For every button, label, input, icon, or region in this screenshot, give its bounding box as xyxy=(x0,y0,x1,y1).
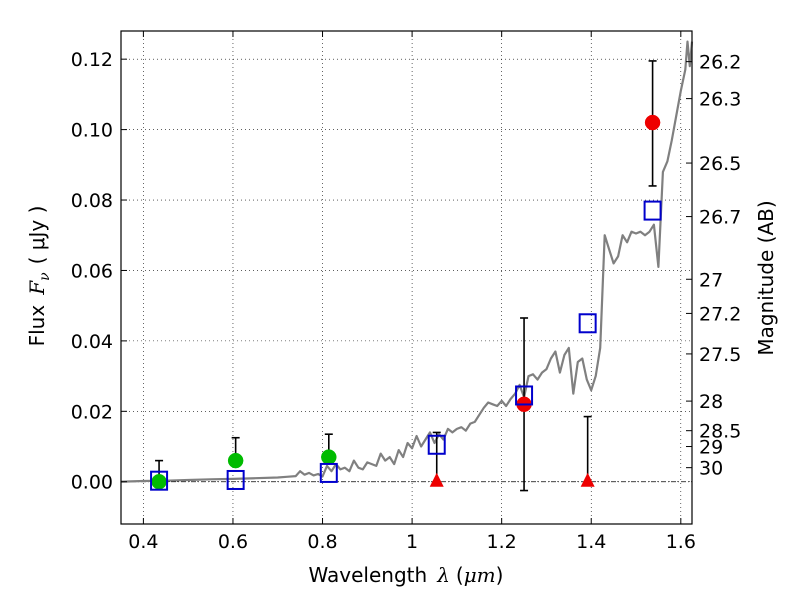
magnitude-tick-label: 26.7 xyxy=(699,207,741,229)
x-tick-label: 1.2 xyxy=(487,531,517,553)
y-tick-label: 0.06 xyxy=(71,260,113,282)
model-point xyxy=(150,470,169,491)
upper-limit-point xyxy=(580,472,595,487)
x-axis-label: Wavelength λ (μm) xyxy=(309,563,504,587)
y-tick-label: 0.08 xyxy=(71,190,113,212)
x-tick-label: 0.8 xyxy=(307,531,337,553)
data-point xyxy=(151,473,167,490)
x-tick-label: 1.6 xyxy=(666,531,696,553)
data-point xyxy=(644,114,661,131)
series-upper-limits xyxy=(429,415,595,487)
ticks xyxy=(121,31,692,524)
y-tick-label: 0.10 xyxy=(71,120,113,142)
data-point xyxy=(321,449,337,465)
magnitude-tick-label: 26.2 xyxy=(699,52,741,74)
plot-frame xyxy=(120,30,693,525)
model-point xyxy=(643,200,662,221)
x-tick-label: 1 xyxy=(406,531,418,553)
magnitude-tick-label: 28 xyxy=(699,391,723,413)
series-model-band-flux xyxy=(150,200,662,491)
magnitude-tick-label: 30 xyxy=(699,458,723,480)
model-point xyxy=(515,385,534,406)
magnitude-tick-label: 27 xyxy=(699,269,723,291)
model-point xyxy=(427,434,446,455)
magnitude-tick-label: 27.5 xyxy=(699,344,741,366)
y-tick-label: 0.12 xyxy=(71,49,113,71)
y2-axis-label: Magnitude (AB) xyxy=(754,200,778,355)
model-point xyxy=(578,313,597,334)
model-point xyxy=(226,469,245,490)
y-axis-label: FluxFν( μJy ) xyxy=(25,206,53,347)
tick-labels: 0.4 0.6 0.8 1 1.2 1.4 1.6 0.00 0.02 0.04 0.06 0.08 0… xyxy=(71,49,742,553)
x-tick-label: 0.6 xyxy=(218,531,248,553)
x-tick-label: 0.4 xyxy=(128,531,158,553)
x-tick-label: 1.4 xyxy=(576,531,606,553)
model-point xyxy=(319,462,338,483)
series-red-detections xyxy=(516,60,661,492)
magnitude-tick-label: 27.2 xyxy=(699,303,741,325)
data-point xyxy=(227,452,244,469)
magnitude-tick-label: 26.3 xyxy=(699,89,741,111)
series-detections xyxy=(151,433,337,490)
y-tick-label: 0.00 xyxy=(71,472,113,494)
magnitude-tick-label: 26.5 xyxy=(699,153,741,175)
plot-area xyxy=(120,40,694,492)
y-tick-label: 0.04 xyxy=(71,331,113,353)
magnitude-tick-label: 29 xyxy=(699,437,723,459)
series-model-spectrum xyxy=(120,40,694,483)
magnitude-tick-label: 28.5 xyxy=(699,421,741,443)
spectrum-line xyxy=(120,40,694,483)
y-tick-label: 0.02 xyxy=(71,401,113,423)
upper-limit-point xyxy=(429,472,444,487)
